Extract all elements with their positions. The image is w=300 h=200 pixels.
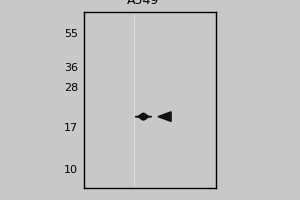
Text: 10: 10: [64, 165, 78, 175]
Text: 28: 28: [64, 83, 78, 93]
Polygon shape: [158, 112, 171, 121]
Polygon shape: [136, 113, 151, 120]
Text: 55: 55: [64, 29, 78, 39]
Text: 36: 36: [64, 63, 78, 73]
Text: A549: A549: [127, 0, 160, 7]
Text: 17: 17: [64, 123, 78, 133]
